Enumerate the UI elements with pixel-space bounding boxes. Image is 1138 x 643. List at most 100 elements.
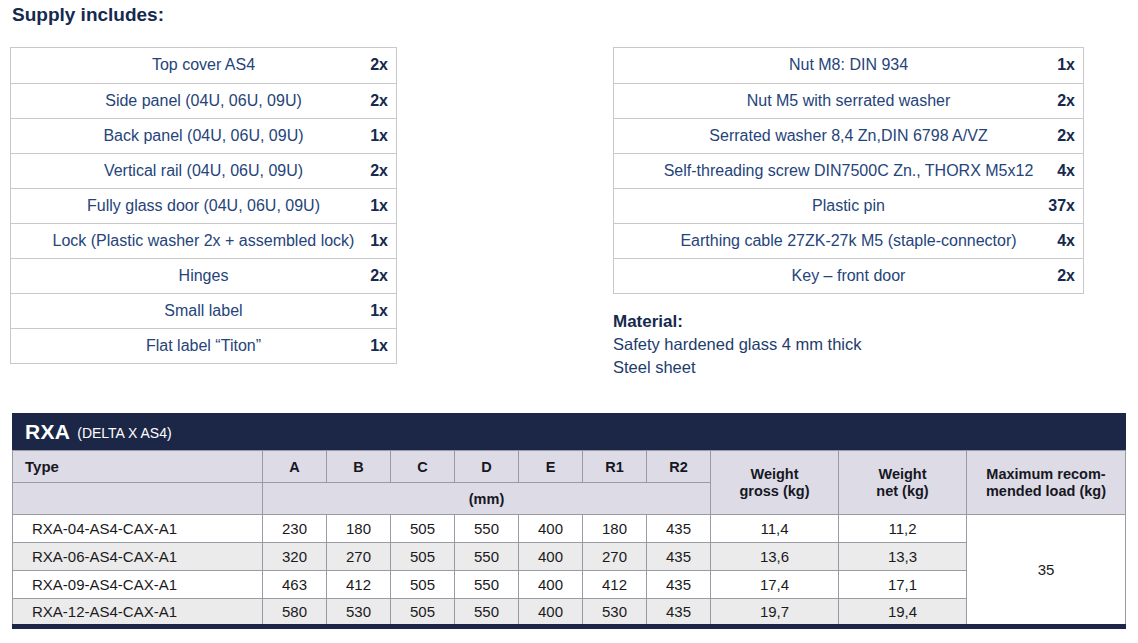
supply-item-label: Serrated washer 8,4 Zn,DIN 6798 A/VZ <box>618 119 1079 153</box>
spec-value-cell: 530 <box>583 599 647 627</box>
spec-value-cell: 13,3 <box>839 543 967 571</box>
supply-item-qty: 1x <box>370 189 388 223</box>
material-line: Safety hardened glass 4 mm thick <box>613 333 862 356</box>
supply-row: Plastic pin37x <box>614 188 1083 223</box>
spec-row: RXA-06-AS4-CAX-A132027050555040027043513… <box>13 543 1126 571</box>
spec-value-cell: 230 <box>263 515 327 543</box>
page-title: Supply includes: <box>12 4 164 26</box>
spec-row: RXA-09-AS4-CAX-A146341250555040041243517… <box>13 571 1126 599</box>
spec-value-cell: 400 <box>519 571 583 599</box>
supply-item-qty: 2x <box>1057 84 1075 118</box>
spec-value-cell: 505 <box>391 543 455 571</box>
spec-value-cell: 505 <box>391 599 455 627</box>
col-header-d: D <box>455 451 519 483</box>
spec-value-cell: 11,2 <box>839 515 967 543</box>
spec-title-bar: RXA (DELTA X AS4) <box>12 413 1126 450</box>
series-name: RXA <box>25 420 70 444</box>
supply-item-qty: 2x <box>1057 119 1075 153</box>
spec-value-cell: 550 <box>455 515 519 543</box>
spec-value-cell: 17,1 <box>839 571 967 599</box>
col-header-r1: R1 <box>583 451 647 483</box>
spec-value-cell: 19,7 <box>711 599 839 627</box>
spec-row: RXA-12-AS4-CAX-A158053050555040053043519… <box>13 599 1126 627</box>
supply-item-label: Nut M8: DIN 934 <box>618 48 1079 82</box>
col-header-type: Type <box>13 451 263 483</box>
spec-table-body: RXA-04-AS4-CAX-A123018050555040018043511… <box>13 515 1126 627</box>
spec-type-cell: RXA-09-AS4-CAX-A1 <box>13 571 263 599</box>
material-section: Material: Safety hardened glass 4 mm thi… <box>613 310 862 379</box>
supply-item-qty: 1x <box>1057 48 1075 82</box>
spec-value-cell: 270 <box>327 543 391 571</box>
supply-row: Fully glass door (04U, 06U, 09U)1x <box>11 188 396 223</box>
spec-value-cell: 180 <box>583 515 647 543</box>
supply-row: Key – front door2x <box>614 258 1083 293</box>
col-header-max-load: Maximum recom- mended load (kg) <box>967 451 1126 515</box>
spec-value-cell: 435 <box>647 599 711 627</box>
spec-value-cell: 505 <box>391 515 455 543</box>
col-header-c: C <box>391 451 455 483</box>
spec-value-cell: 412 <box>583 571 647 599</box>
supply-row: Small label1x <box>11 293 396 328</box>
supply-row: Nut M5 with serrated washer2x <box>614 83 1083 118</box>
col-header-weight-gross: Weight gross (kg) <box>711 451 839 515</box>
supply-item-label: Nut M5 with serrated washer <box>618 84 1079 118</box>
spec-value-cell: 550 <box>455 571 519 599</box>
supply-item-label: Side panel (04U, 06U, 09U) <box>15 84 392 118</box>
spec-type-cell: RXA-12-AS4-CAX-A1 <box>13 599 263 627</box>
supply-item-label: Plastic pin <box>618 189 1079 223</box>
spec-value-cell: 580 <box>263 599 327 627</box>
supply-item-qty: 2x <box>1057 259 1075 293</box>
supply-item-label: Back panel (04U, 06U, 09U) <box>15 119 392 153</box>
supply-item-qty: 1x <box>370 224 388 258</box>
supply-row: Serrated washer 8,4 Zn,DIN 6798 A/VZ2x <box>614 118 1083 153</box>
spec-value-cell: 270 <box>583 543 647 571</box>
spec-header-row: Type A B C D E R1 R2 Weight gross (kg) W… <box>13 451 1126 483</box>
supply-item-qty: 1x <box>370 294 388 328</box>
series-subtitle: (DELTA X AS4) <box>77 425 171 441</box>
supply-item-qty: 4x <box>1057 154 1075 188</box>
unit-label: (mm) <box>263 483 711 515</box>
supply-table-right: Nut M8: DIN 9341xNut M5 with serrated wa… <box>613 47 1084 294</box>
spec-value-cell: 435 <box>647 515 711 543</box>
max-load-cell: 35 <box>967 515 1126 627</box>
supply-item-label: Vertical rail (04U, 06U, 09U) <box>15 154 392 188</box>
supply-item-qty: 4x <box>1057 224 1075 258</box>
supply-item-qty: 2x <box>370 48 388 82</box>
spec-type-cell: RXA-06-AS4-CAX-A1 <box>13 543 263 571</box>
col-header-weight-net: Weight net (kg) <box>839 451 967 515</box>
supply-row: Hinges2x <box>11 258 396 293</box>
supply-item-qty: 2x <box>370 259 388 293</box>
col-header-r2: R2 <box>647 451 711 483</box>
supply-item-label: Self-threading screw DIN7500C Zn., THORX… <box>618 154 1079 188</box>
spec-table: Type A B C D E R1 R2 Weight gross (kg) W… <box>12 450 1126 629</box>
supply-item-label: Flat label “Titon” <box>15 329 392 363</box>
spec-value-cell: 180 <box>327 515 391 543</box>
spec-section: RXA (DELTA X AS4) Type A B C D E <box>12 413 1126 629</box>
supply-item-label: Small label <box>15 294 392 328</box>
spec-value-cell: 435 <box>647 543 711 571</box>
supply-row: Vertical rail (04U, 06U, 09U)2x <box>11 153 396 188</box>
spec-value-cell: 435 <box>647 571 711 599</box>
supply-row: Flat label “Titon”1x <box>11 328 396 363</box>
supply-row: Back panel (04U, 06U, 09U)1x <box>11 118 396 153</box>
spec-value-cell: 17,4 <box>711 571 839 599</box>
spec-value-cell: 13,6 <box>711 543 839 571</box>
supply-row: Self-threading screw DIN7500C Zn., THORX… <box>614 153 1083 188</box>
material-heading: Material: <box>613 310 862 333</box>
supply-item-qty: 37x <box>1048 189 1075 223</box>
spec-value-cell: 550 <box>455 543 519 571</box>
supply-row: Nut M8: DIN 9341x <box>614 48 1083 83</box>
spec-value-cell: 11,4 <box>711 515 839 543</box>
supply-item-label: Top cover AS4 <box>15 48 392 82</box>
supply-item-label: Lock (Plastic washer 2x + assembled lock… <box>15 224 392 258</box>
supply-row: Side panel (04U, 06U, 09U)2x <box>11 83 396 118</box>
supply-table-left: Top cover AS42xSide panel (04U, 06U, 09U… <box>10 47 397 364</box>
supply-row: Lock (Plastic washer 2x + assembled lock… <box>11 223 396 258</box>
spec-value-cell: 412 <box>327 571 391 599</box>
material-line: Steel sheet <box>613 356 862 379</box>
spec-value-cell: 530 <box>327 599 391 627</box>
supply-item-label: Earthing cable 27ZK-27k M5 (staple-conne… <box>618 224 1079 258</box>
spec-type-cell: RXA-04-AS4-CAX-A1 <box>13 515 263 543</box>
col-header-e: E <box>519 451 583 483</box>
supply-row: Top cover AS42x <box>11 48 396 83</box>
